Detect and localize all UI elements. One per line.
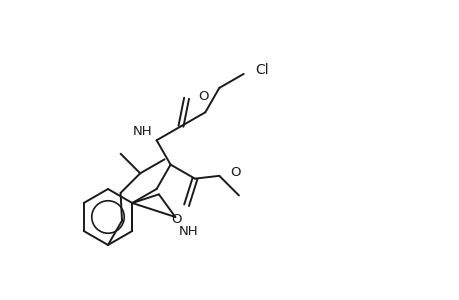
- Text: O: O: [171, 213, 181, 226]
- Text: O: O: [230, 166, 241, 179]
- Text: NH: NH: [178, 225, 197, 238]
- Text: Cl: Cl: [255, 63, 269, 77]
- Text: NH: NH: [133, 125, 152, 138]
- Text: O: O: [198, 90, 208, 103]
